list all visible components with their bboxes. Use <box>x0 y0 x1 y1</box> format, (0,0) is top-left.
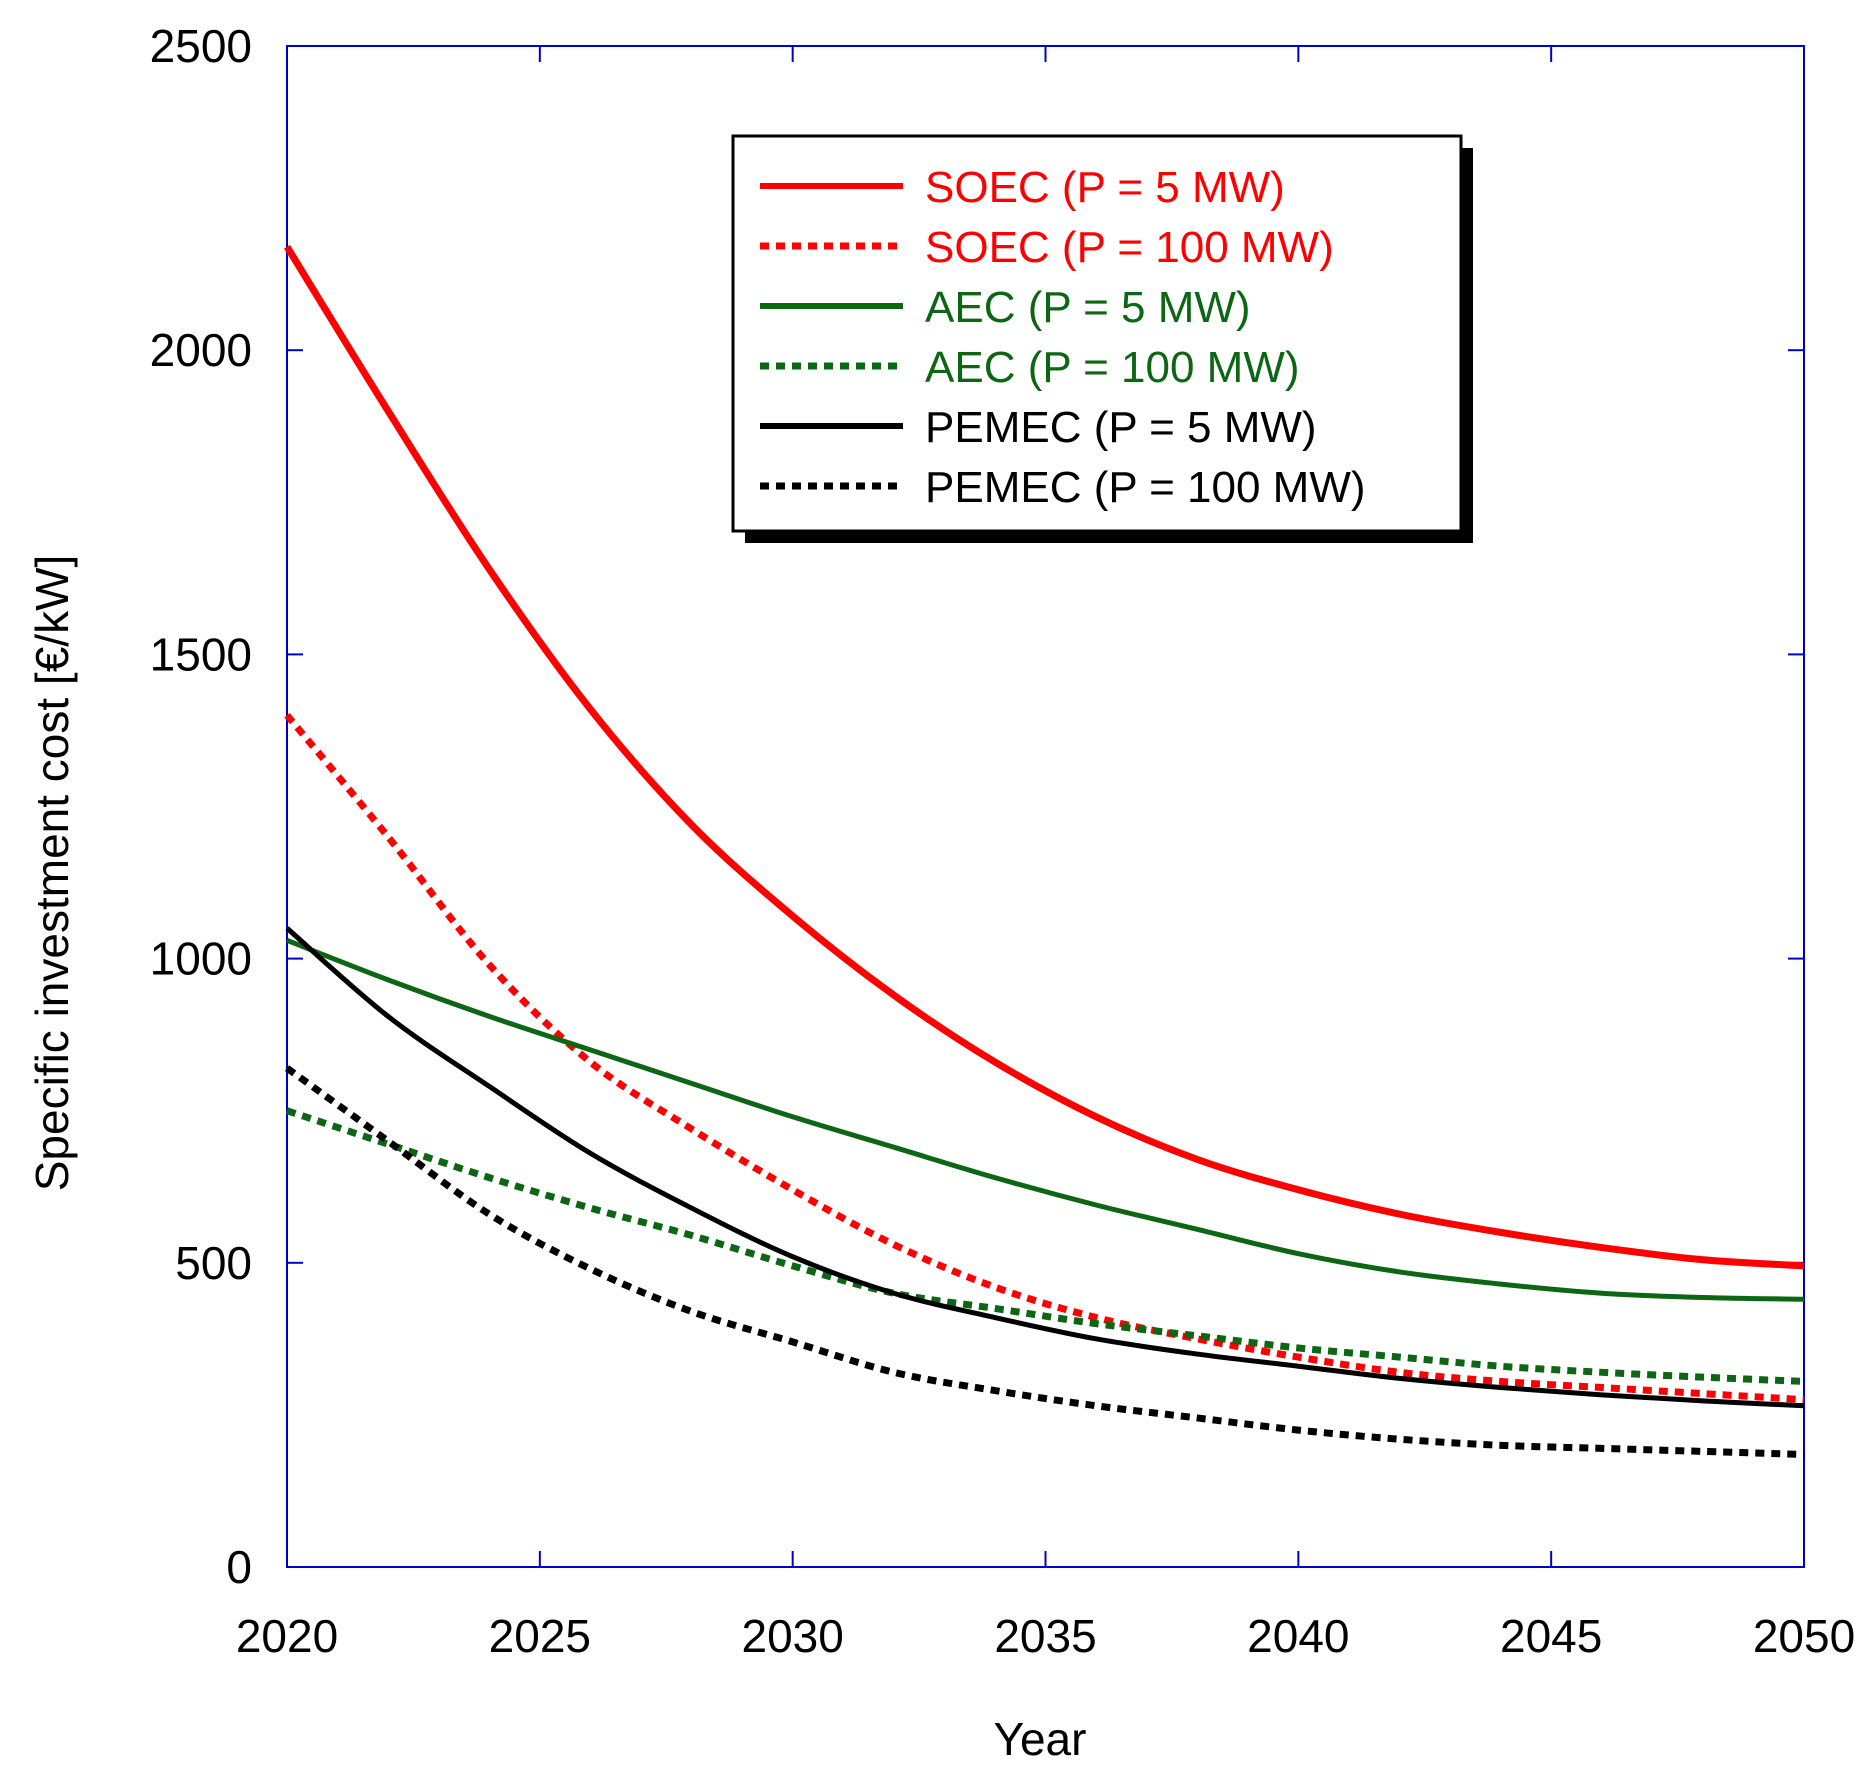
y-tick-label: 1000 <box>150 933 252 985</box>
y-axis-title: Specific investment cost [€/kW] <box>26 555 78 1192</box>
x-tick-label: 2030 <box>741 1610 843 1662</box>
y-tick-label: 1500 <box>150 628 252 680</box>
series-layer <box>284 244 1805 1458</box>
series-line-0 <box>284 244 1805 1270</box>
legend-label-5: PEMEC (P = 100 MW) <box>925 463 1366 512</box>
legend-box <box>731 134 1463 533</box>
series-line-3 <box>285 1107 1805 1385</box>
series-line-4 <box>285 926 1805 1409</box>
y-tick-label: 0 <box>226 1541 252 1593</box>
axes <box>286 45 1805 1568</box>
x-tick-label: 2050 <box>1753 1610 1855 1662</box>
x-tick-label: 2035 <box>994 1610 1096 1662</box>
y-tick-label: 500 <box>175 1237 252 1289</box>
legend-label-2: AEC (P = 5 MW) <box>925 283 1251 332</box>
tick-labels: 2020 2025 2030 2035 2040 2045 2050 0 500 1000 1500… <box>150 20 1856 1662</box>
x-axis-title: Year <box>994 1713 1087 1765</box>
legend-label-3: AEC (P = 100 MW) <box>925 343 1300 392</box>
legend-label-4: PEMEC (P = 5 MW) <box>925 403 1317 452</box>
legend-label-1: SOEC (P = 100 MW) <box>925 223 1334 272</box>
legend: SOEC (P = 5 MW) SOEC (P = 100 MW) AEC (P =… <box>731 134 1473 543</box>
x-tick-label: 2020 <box>236 1610 338 1662</box>
x-tick-label: 2025 <box>489 1610 591 1662</box>
x-tick-label: 2045 <box>1500 1610 1602 1662</box>
legend-label-0: SOEC (P = 5 MW) <box>925 163 1285 212</box>
y-tick-label: 2000 <box>150 324 252 376</box>
x-tick-label: 2040 <box>1247 1610 1349 1662</box>
series-line-2 <box>286 938 1805 1302</box>
series-line-1 <box>284 713 1805 1404</box>
y-tick-label: 2500 <box>150 20 252 72</box>
series-line-5 <box>284 1065 1805 1458</box>
